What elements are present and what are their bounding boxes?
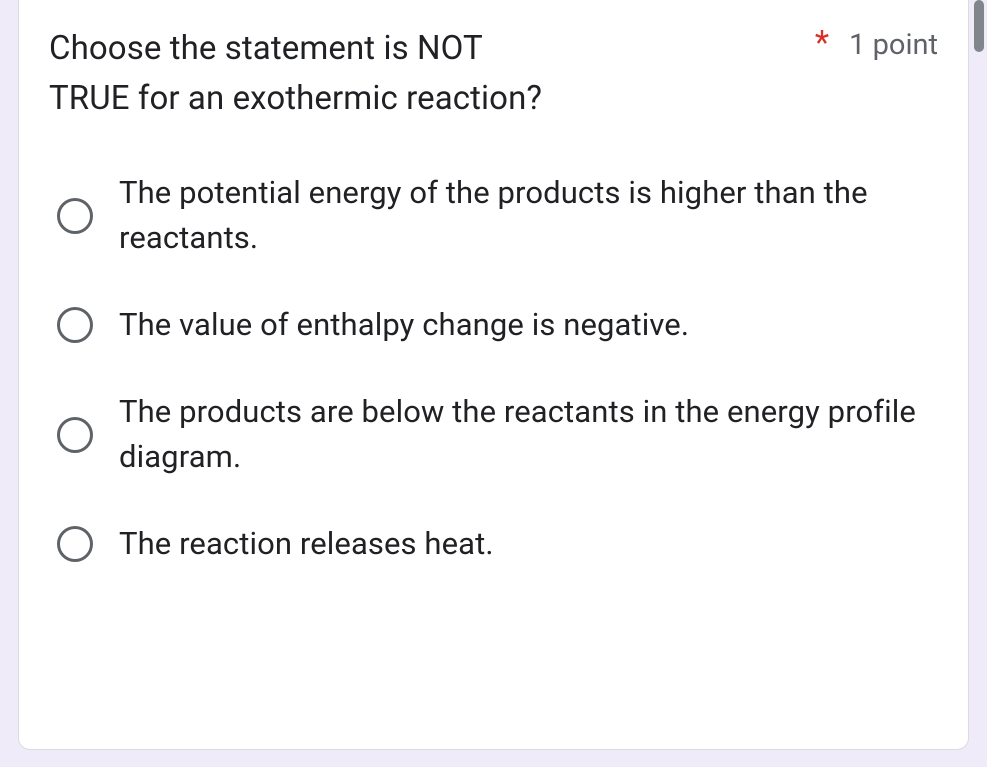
options-list: The potential energy of the products is … xyxy=(49,163,938,567)
points-label: 1 point xyxy=(829,24,938,62)
radio-button[interactable] xyxy=(57,307,93,343)
option-2[interactable]: The products are below the reactants in … xyxy=(57,390,938,480)
option-text: The reaction releases heat. xyxy=(119,522,494,567)
option-text: The products are below the reactants in … xyxy=(119,390,938,480)
option-3[interactable]: The reaction releases heat. xyxy=(57,522,938,567)
radio-button[interactable] xyxy=(57,417,93,453)
question-text: Choose the statement is NOT TRUE for an … xyxy=(49,24,815,123)
required-indicator: * xyxy=(815,24,829,63)
scrollbar-thumb[interactable] xyxy=(974,0,984,52)
question-card: Choose the statement is NOT TRUE for an … xyxy=(18,0,969,750)
radio-button[interactable] xyxy=(57,198,93,234)
radio-button[interactable] xyxy=(57,526,93,562)
option-text: The potential energy of the products is … xyxy=(119,171,938,261)
points-container: * 1 point xyxy=(815,24,938,63)
option-text: The value of enthalpy change is negative… xyxy=(119,303,689,348)
option-1[interactable]: The value of enthalpy change is negative… xyxy=(57,303,938,348)
question-line2: TRUE for an exothermic reaction? xyxy=(49,79,542,118)
option-0[interactable]: The potential energy of the products is … xyxy=(57,171,938,261)
question-line1: Choose the statement is NOT xyxy=(49,29,483,68)
question-header: Choose the statement is NOT TRUE for an … xyxy=(49,24,938,123)
